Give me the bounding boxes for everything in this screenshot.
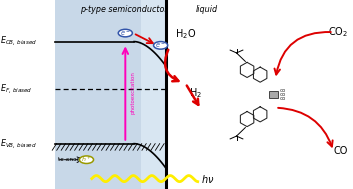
Circle shape: [118, 29, 132, 37]
Bar: [269, 91, 278, 98]
Bar: [0, 0, 55, 189]
Text: to anode: to anode: [58, 157, 84, 162]
Text: $e^-$: $e^-$: [155, 41, 166, 50]
Text: $E_{\mathregular{VB,\,biased}}$: $E_{\mathregular{VB,\,biased}}$: [0, 137, 37, 151]
Text: oo: oo: [280, 96, 286, 101]
Text: liquid: liquid: [196, 5, 218, 14]
Text: p-type semiconductor: p-type semiconductor: [80, 5, 167, 14]
Text: $h^+$: $h^+$: [81, 155, 92, 164]
Bar: [166, 0, 353, 189]
Circle shape: [154, 42, 168, 49]
Text: photoexcitation: photoexcitation: [131, 71, 136, 114]
Text: oo: oo: [280, 92, 286, 97]
Text: CO: CO: [333, 146, 348, 156]
Text: oo: oo: [280, 88, 286, 93]
Circle shape: [79, 156, 94, 163]
Text: CO$_2$: CO$_2$: [328, 25, 348, 39]
Text: $e^-$: $e^-$: [120, 29, 131, 38]
Text: H$_2$: H$_2$: [189, 86, 202, 100]
Text: $h\nu$: $h\nu$: [201, 173, 215, 185]
Bar: [141, 0, 166, 189]
Text: $E_{\mathregular{CB,\,biased}}$: $E_{\mathregular{CB,\,biased}}$: [0, 35, 37, 49]
Text: H$_2$O: H$_2$O: [175, 27, 196, 41]
Bar: [55, 0, 166, 189]
Text: $E_{\mathregular{F,\,biased}}$: $E_{\mathregular{F,\,biased}}$: [0, 82, 32, 96]
